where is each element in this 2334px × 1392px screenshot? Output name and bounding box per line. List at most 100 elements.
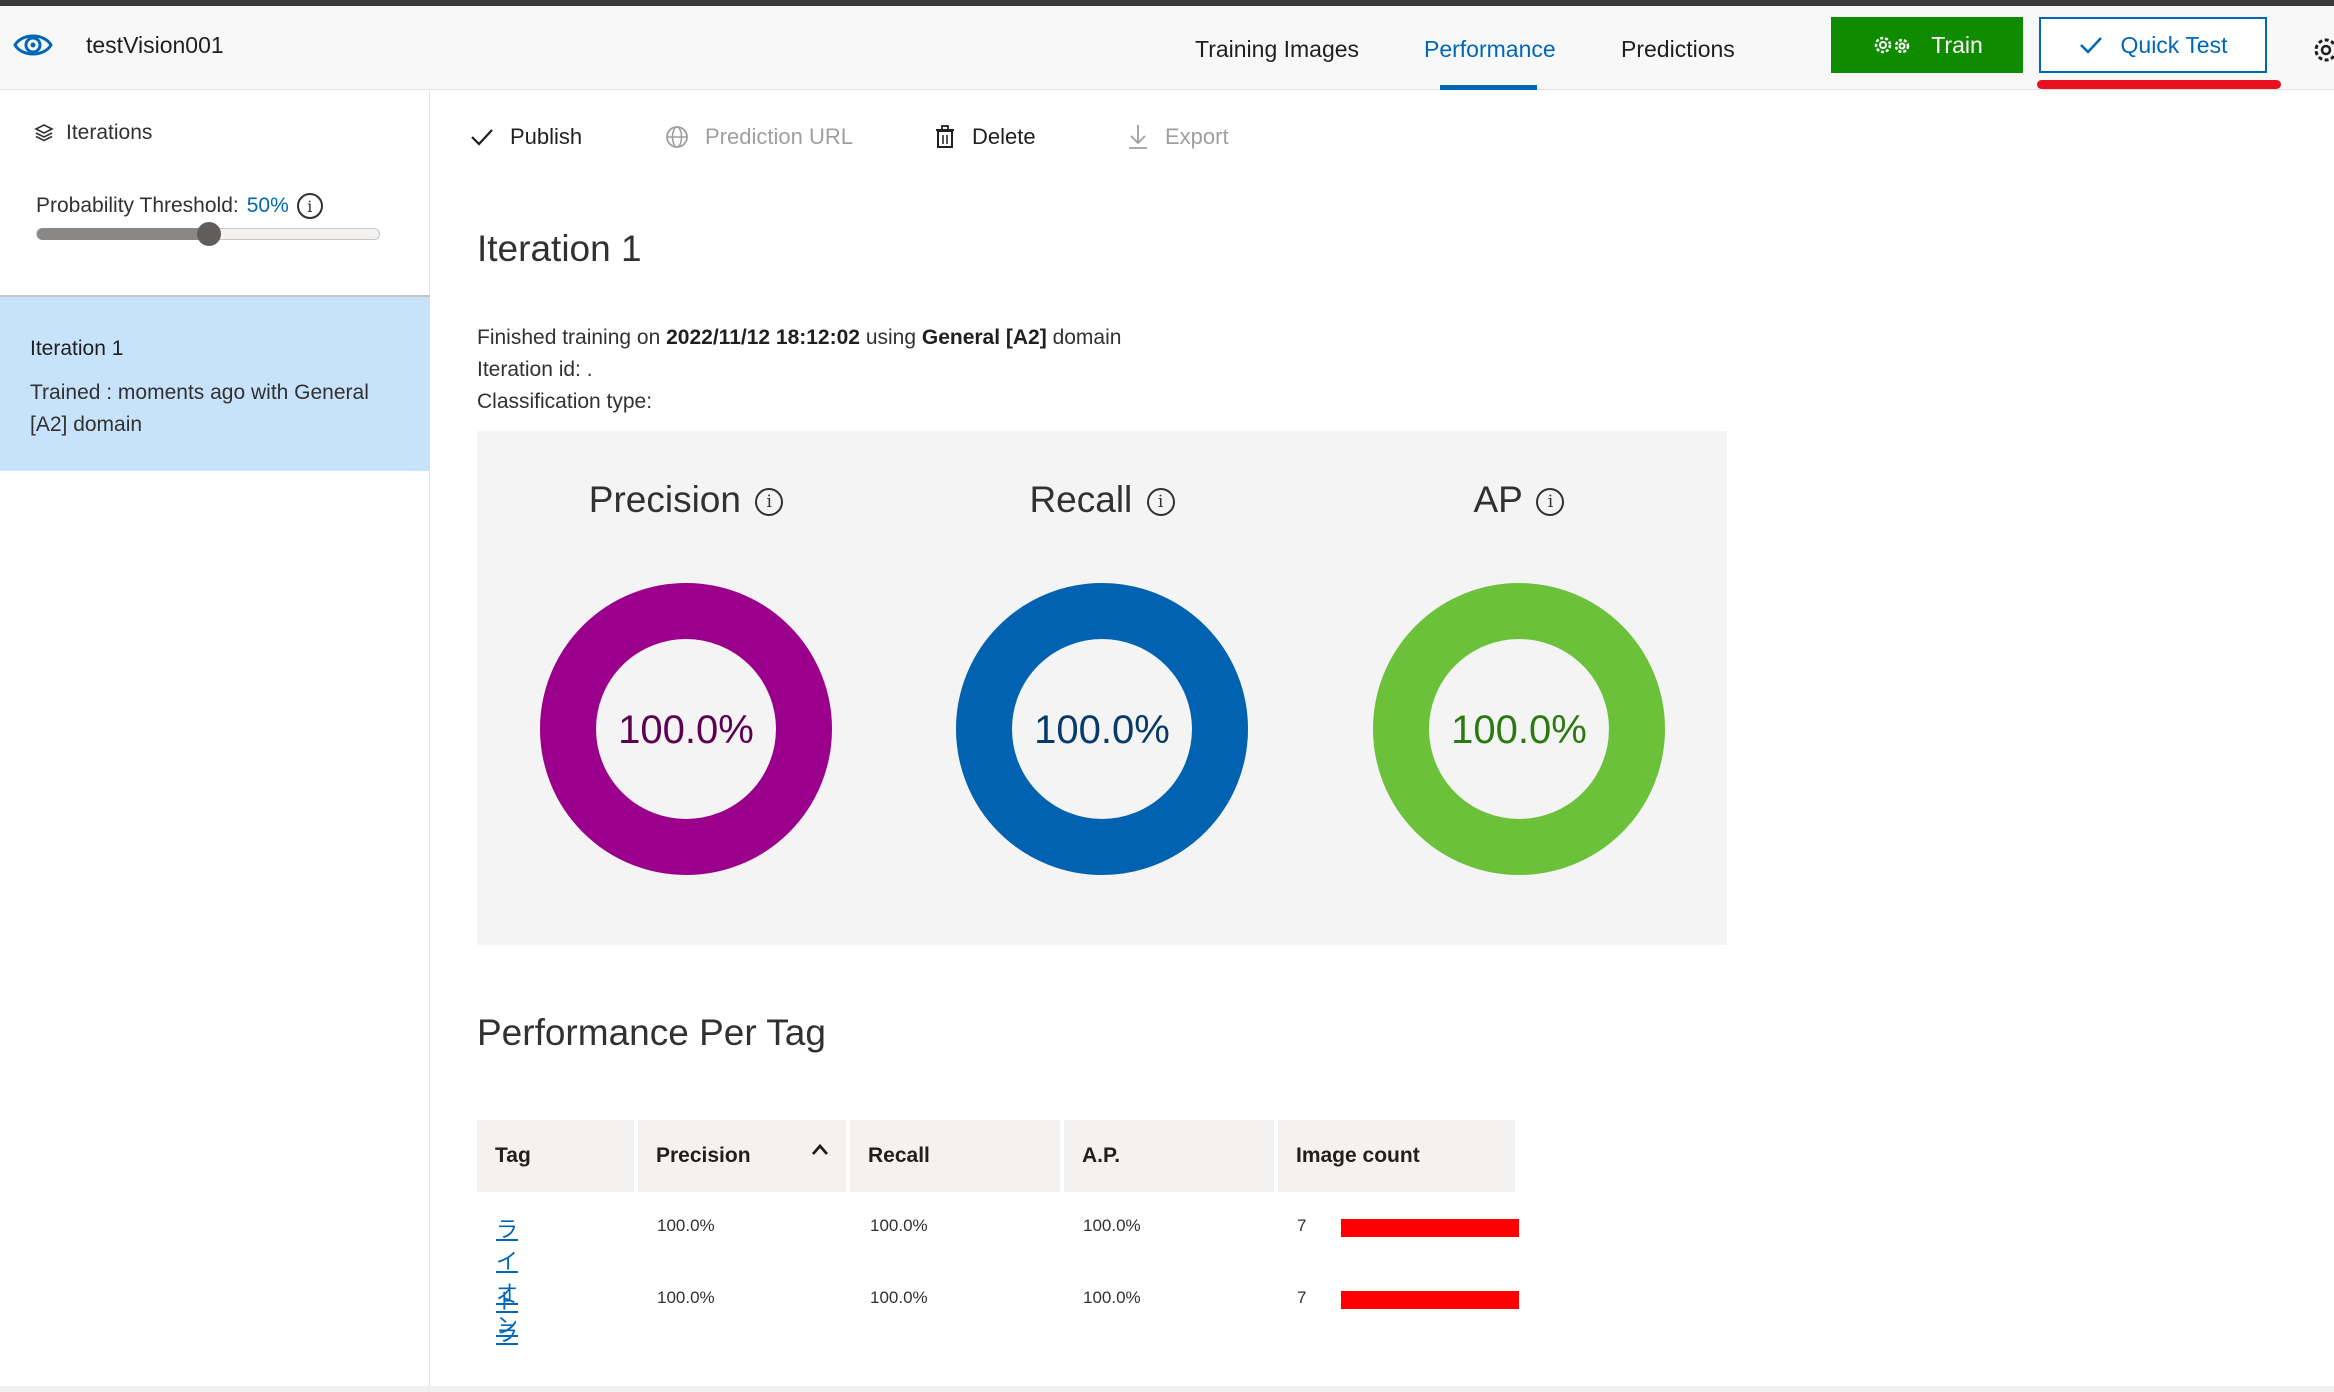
finished-date: 2022/11/12 18:12:02 [666,326,860,349]
info-icon[interactable]: i [296,193,323,219]
table-row-2-count-bar [1341,1291,1519,1309]
eye-logo-icon[interactable] [12,24,54,66]
precision-donut: 100.0% [540,583,832,875]
iteration-card-subtitle: Trained : moments ago with General [A2] … [30,381,369,436]
ap-title: AP i [1359,479,1679,521]
tab-performance[interactable]: Performance [1424,36,1556,62]
project-name: testVision001 [86,32,224,58]
window-top-strip [0,0,2334,6]
column-header-tag[interactable]: Tag [477,1120,634,1192]
iterations-header: Iterations [34,121,152,145]
ap-label: AP [1473,479,1523,520]
table-row-1-tag[interactable]: ライオン [496,1212,518,1340]
threshold-slider[interactable] [36,222,380,246]
checkmark-icon [471,129,493,146]
table-row-1-precision: 100.0% [657,1216,715,1235]
export-label: Export [1165,124,1229,149]
iteration-card-1[interactable]: Iteration 1 Trained : moments ago with G… [0,297,430,471]
iteration-id-line: Iteration id: . [477,354,1121,386]
finished-line: Finished training on 2022/11/12 18:12:02… [477,322,1121,354]
table-row-2-recall: 100.0% [870,1288,928,1307]
per-tag-title: Performance Per Tag [477,1012,826,1053]
delete-button[interactable]: Delete [934,124,1036,150]
quick-test-button[interactable]: Quick Test [2039,17,2267,73]
donut-value: 100.0% [1451,708,1587,752]
prediction-url-button[interactable]: Prediction URL [665,124,853,150]
prediction-url-label: Prediction URL [705,124,853,149]
iteration-id-value: . [586,358,593,381]
table-row-1-count: 7 [1297,1216,1307,1235]
recall-metric: Recall i 100.0% [942,479,1262,899]
sort-ascending-icon [811,1143,829,1155]
export-button[interactable]: Export [1127,124,1229,150]
table-row-1-ap: 100.0% [1083,1216,1141,1235]
publish-label: Publish [510,124,583,149]
classification-label: Classification type: [477,390,653,413]
donut-arc [540,583,832,875]
precision-label: Precision [588,479,741,520]
column-header-ap[interactable]: A.P. [1064,1120,1274,1192]
publish-button[interactable]: Publish [470,124,582,150]
recall-title: Recall i [942,479,1262,521]
trash-icon [936,125,954,148]
table-row-2-count: 7 [1297,1288,1307,1307]
globe-icon [666,126,688,148]
delete-label: Delete [972,124,1036,149]
settings-gear-icon[interactable] [2312,36,2334,64]
table-row-1-recall: 100.0% [870,1216,928,1235]
table-row-2-ap: 100.0% [1083,1288,1141,1307]
threshold-text: Probability Threshold: [36,194,239,217]
donut-arc [1373,583,1665,875]
tab-training-images[interactable]: Training Images [1195,36,1360,62]
red-annotation-underline [2037,80,2281,89]
gears-icon [1874,36,1910,54]
recall-label: Recall [1029,479,1133,520]
info-icon[interactable]: i [1146,488,1175,517]
active-tab-indicator [1440,85,1537,90]
column-header-recall[interactable]: Recall [850,1120,1060,1192]
train-button[interactable]: Train [1831,17,2023,73]
quick-test-label: Quick Test [2120,31,2228,58]
tag-link[interactable]: トラ [496,1289,519,1346]
checkmark-icon [2079,37,2102,54]
tab-predictions[interactable]: Predictions [1621,36,1735,62]
classification-line: Classification type: [477,386,1121,418]
precision-metric: Precision i 100.0% [526,479,846,899]
iteration-id-label: Iteration id: [477,358,581,381]
precision-title: Precision i [526,479,846,521]
probability-threshold-label: Probability Threshold: 50% i [36,193,323,219]
precision-column-label: Precision [656,1144,751,1167]
metrics-panel: Precision i 100.0% Recall i 100.0% AP i … [477,431,1727,945]
domain-name: General [A2] [921,326,1047,349]
domain-word: domain [1052,326,1122,349]
iteration-card-title: Iteration 1 [30,337,124,360]
iterations-sidebar: Iterations Probability Threshold: 50% i … [0,91,430,1392]
table-row-2-precision: 100.0% [657,1288,715,1307]
recall-donut: 100.0% [956,583,1248,875]
donut-value: 100.0% [1034,708,1170,752]
table-row-1-count-bar [1341,1219,1519,1237]
column-header-precision[interactable]: Precision [638,1120,846,1192]
threshold-value: 50% [246,194,289,217]
finished-prefix: Finished training on [477,326,661,349]
train-label: Train [1931,31,1983,58]
bottom-edge [0,1386,2334,1392]
ap-metric: AP i 100.0% [1359,479,1679,899]
table-row-2-tag[interactable]: トラ [496,1284,518,1348]
iteration-meta: Finished training on 2022/11/12 18:12:02… [477,322,1121,418]
donut-arc [956,583,1248,875]
ap-donut: 100.0% [1373,583,1665,875]
donut-value: 100.0% [618,708,754,752]
download-icon [1129,125,1147,149]
sidebar-divider [0,295,430,297]
info-icon[interactable]: i [1536,488,1565,517]
column-header-image-count[interactable]: Image count [1278,1120,1515,1192]
info-icon[interactable]: i [755,488,784,517]
slider-fill [37,228,209,240]
app-header: testVision001 Training Images Performanc… [0,6,2334,90]
tag-link[interactable]: ライオン [496,1217,519,1338]
slider-thumb[interactable] [197,222,221,246]
layers-icon [34,124,54,142]
using-word: using [865,326,917,349]
iteration-title: Iteration 1 [477,228,642,269]
